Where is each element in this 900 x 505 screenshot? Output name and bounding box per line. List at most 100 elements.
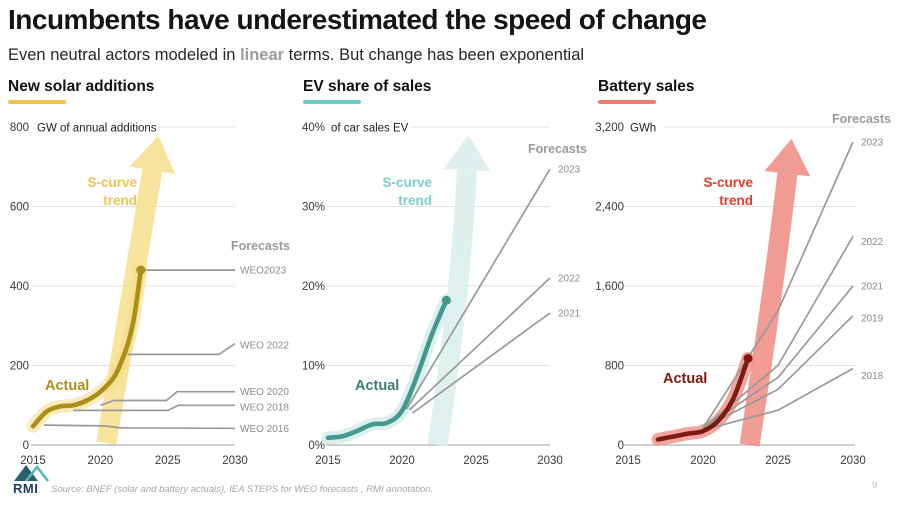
x-tick-label: 2030 <box>537 455 563 467</box>
y-tick-label: 0 <box>23 440 29 452</box>
y-tick-label: 20% <box>302 281 325 293</box>
actual-label: Actual <box>45 378 89 394</box>
forecast-line-2019 <box>702 315 854 429</box>
forecast-line-weo2016 <box>43 424 236 430</box>
actual-label: Actual <box>355 378 399 394</box>
forecast-line-weo2020 <box>100 390 236 407</box>
forecast-label-2023: 2023 <box>558 165 581 176</box>
page-number: 9 <box>872 480 878 491</box>
forecast-lines: WEO2023 WEO 2022 WEO 2020 WEO 2018 WEO 2016 <box>43 266 289 435</box>
forecast-lines: 2023 2022 2021 <box>405 165 581 414</box>
actual-label: Actual <box>663 371 707 387</box>
chart-canvas-solar: 0 200 400 600 800 GW of annual additions 2015 2… <box>10 122 290 467</box>
forecast-line-2022 <box>408 277 551 411</box>
x-tick-label: 2025 <box>765 455 791 467</box>
forecast-label-2021: 2021 <box>861 282 884 293</box>
arrow-head-icon <box>764 138 811 177</box>
actual-end-dot <box>743 354 753 363</box>
actual-line <box>655 356 751 442</box>
y-tick-label: 10% <box>302 361 325 373</box>
forecast-line-weo2018 <box>73 404 236 412</box>
x-tick-label: 2030 <box>840 455 866 467</box>
page-title: Incumbents have underestimated the speed… <box>8 4 707 35</box>
x-tick-label: 2025 <box>463 455 489 467</box>
actual-line <box>30 267 144 429</box>
actual-end-dot <box>441 295 451 305</box>
x-tick-label: 2015 <box>615 455 641 467</box>
forecast-line-weo2022 <box>127 342 236 356</box>
scurve-trend-label-line2: trend <box>103 193 137 208</box>
forecast-label-2021: 2021 <box>558 309 581 320</box>
rmi-mountains-icon <box>14 464 50 482</box>
x-tick-label: 2020 <box>690 455 716 467</box>
chart-title-underline <box>303 100 361 104</box>
forecast-label-2022: 2022 <box>558 274 581 285</box>
arrow-shaft <box>427 169 477 447</box>
y-tick-label: 30% <box>302 202 325 214</box>
actual-line <box>325 298 449 441</box>
subtitle-emphasis: linear <box>240 46 285 64</box>
forecast-line-2023 <box>702 141 854 429</box>
forecast-label-2022: 2022 <box>861 237 884 248</box>
scurve-trend-label-line2: trend <box>719 193 753 208</box>
rmi-wordmark: RMI <box>13 481 39 496</box>
y-tick-label: 0% <box>308 440 325 452</box>
scurve-trend-label-line2: trend <box>398 193 432 208</box>
actual-halo-band <box>321 293 453 445</box>
source-note: Source: BNEF (solar and battery actuals)… <box>51 484 434 495</box>
forecast-line-2021 <box>411 312 551 414</box>
s-curve-arrow <box>739 138 811 447</box>
x-tick-label: 2015 <box>315 455 341 467</box>
x-tick-label: 2030 <box>222 455 248 467</box>
y-tick-label: 1,600 <box>595 281 624 293</box>
y-axis-unit-label: GWh <box>630 123 656 135</box>
forecast-line-2018 <box>702 367 854 431</box>
chart-panel-ev: EV share of sales 0% 10% 20% 30% 40% of car sa… <box>295 76 593 480</box>
forecast-label-2018: 2018 <box>861 371 884 382</box>
logo-right-peak <box>24 464 50 482</box>
actual-end-dot <box>136 265 146 275</box>
y-tick-label: 40% <box>302 122 325 134</box>
scurve-trend-label-line1: S-curve <box>87 175 137 190</box>
chart-title-ev: EV share of sales <box>303 78 432 95</box>
chart-title-underline <box>8 100 66 104</box>
x-tick-label: 2020 <box>88 455 114 467</box>
chart-title-underline <box>598 100 656 104</box>
forecast-label-weo2022: WEO 2022 <box>240 340 289 351</box>
forecast-line-2023 <box>405 168 551 410</box>
y-tick-label: 0 <box>618 440 624 452</box>
forecast-label-weo2020: WEO 2020 <box>240 387 289 398</box>
forecast-label-weo2016: WEO 2016 <box>240 424 289 435</box>
logo-left-peak <box>14 465 38 481</box>
y-tick-label: 400 <box>10 281 29 293</box>
y-tick-label: 800 <box>10 122 29 134</box>
arrow-head-icon <box>444 134 490 171</box>
chart-panel-solar: New solar additions 0 200 400 600 800 GW of an… <box>0 76 294 480</box>
y-tick-label: 200 <box>10 361 29 373</box>
y-axis-unit-label: GW of annual additions <box>37 123 157 135</box>
x-tick-label: 2025 <box>155 455 181 467</box>
page-subtitle: Even neutral actors modeled in linear te… <box>8 46 584 65</box>
forecasts-heading: Forecasts <box>528 142 587 156</box>
forecasts-heading: Forecasts <box>832 112 891 126</box>
scurve-trend-label-line1: S-curve <box>382 175 432 190</box>
y-tick-label: 2,400 <box>595 202 624 214</box>
arrow-shaft <box>96 168 163 445</box>
s-curve-arrow <box>427 134 490 447</box>
chart-title-solar: New solar additions <box>8 78 155 95</box>
scurve-trend-label-line1: S-curve <box>703 175 753 190</box>
arrow-head-icon <box>129 135 176 175</box>
y-tick-label: 800 <box>605 361 624 373</box>
chart-title-battery: Battery sales <box>598 78 695 95</box>
forecast-label-weo2023: WEO2023 <box>240 266 287 277</box>
arrow-shaft <box>739 172 798 447</box>
subtitle-text-pre: Even neutral actors modeled in <box>8 46 241 64</box>
chart-canvas-battery: 0 800 1,600 2,400 3,200 GWh 2015 2020 2025 2030 20… <box>595 112 891 467</box>
y-axis-unit-label: of car sales EV <box>331 123 409 135</box>
forecast-label-2023: 2023 <box>861 137 884 148</box>
chart-panel-battery: Battery sales 0 800 1,600 2,400 3,200 GWh 2015 2… <box>593 76 900 480</box>
s-curve-arrow <box>96 135 176 445</box>
forecast-label-weo2018: WEO 2018 <box>240 403 289 414</box>
subtitle-text-post: terms. But change has been exponential <box>284 46 585 64</box>
